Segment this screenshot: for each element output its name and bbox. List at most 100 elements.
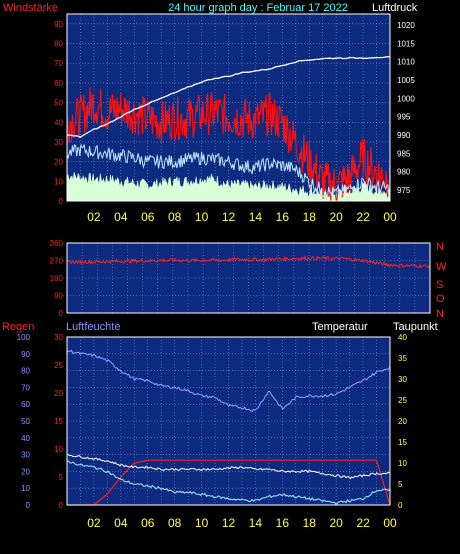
wind-x-tick-label: 22	[356, 210, 370, 224]
humidity-y-tick-label: 70	[21, 383, 30, 392]
wind-y-tick-label: 40	[54, 118, 63, 127]
humidity-y-tick-label: 20	[21, 467, 30, 476]
wind-x-tick-label: 20	[329, 210, 343, 224]
direction-y-tick-label: 270	[50, 257, 64, 266]
temperature-y-tick-label: 25	[398, 396, 407, 405]
humidity-y-tick-label: 80	[21, 367, 30, 376]
wind-x-tick-label: 08	[168, 210, 182, 224]
temperature-y-tick-label: 35	[398, 354, 407, 363]
header-left-label: Windstärke	[3, 2, 58, 14]
wind-y-tick-label: 20	[54, 158, 63, 167]
humidity-y-tick-label: 0	[26, 501, 31, 510]
temperature-y-tick-label: 30	[398, 375, 407, 384]
rain-y-tick-label: 0	[59, 501, 64, 510]
humidity-x-tick-label: 14	[249, 516, 263, 530]
wind-x-tick-label: 00	[383, 210, 397, 224]
humidity-x-tick-label: 04	[114, 516, 128, 530]
humidity-y-tick-label: 60	[21, 400, 30, 409]
wind-pressure-panel: 0102030405060708090975980985990995100010…	[54, 13, 415, 224]
wind-y-tick-label: 50	[54, 99, 63, 108]
pressure-y-tick-label: 1005	[397, 76, 415, 85]
pressure-y-tick-label: 985	[397, 149, 411, 158]
humidity-y-tick-label: 10	[21, 484, 30, 493]
humidity-x-tick-label: 08	[168, 516, 182, 530]
pressure-line	[67, 56, 390, 138]
rain-label: Regen	[2, 321, 34, 333]
rain-y-tick-label: 20	[54, 389, 63, 398]
wind-x-tick-label: 06	[141, 210, 155, 224]
direction-compass-label: N	[436, 241, 444, 253]
temperature-line	[66, 453, 391, 480]
temperature-y-tick-label: 5	[398, 480, 403, 489]
pressure-y-tick-label: 1010	[397, 58, 415, 67]
humidity-border	[66, 336, 391, 506]
pressure-y-tick-label: 1020	[397, 21, 415, 30]
direction-y-tick-label: 360	[50, 239, 64, 248]
header-right-label: Luftdruck	[372, 2, 418, 14]
wind-x-tick-label: 02	[87, 210, 101, 224]
wind-x-tick-label: 14	[249, 210, 263, 224]
humidity-y-tick-label: 100	[17, 333, 31, 342]
direction-line	[66, 255, 431, 269]
pressure-y-tick-label: 1000	[397, 94, 415, 103]
humidity-y-tick-label: 40	[21, 434, 30, 443]
wind-y-tick-label: 90	[54, 20, 63, 29]
humidity-y-tick-label: 90	[21, 350, 30, 359]
humidity-label: Luftfeuchte	[66, 321, 120, 333]
direction-y-tick-label: 180	[50, 274, 64, 283]
humidity-x-tick-label: 16	[276, 516, 290, 530]
pressure-y-tick-label: 980	[397, 168, 411, 177]
direction-compass-label: W	[436, 261, 447, 273]
rain-y-tick-label: 10	[54, 445, 63, 454]
pressure-y-tick-label: 990	[397, 131, 411, 140]
temperature-y-tick-label: 10	[398, 459, 407, 468]
wind-y-tick-label: 80	[54, 40, 63, 49]
temperature-label: Temperatur	[312, 321, 368, 333]
temperature-y-tick-label: 0	[398, 501, 403, 510]
wind-x-tick-label: 16	[276, 210, 290, 224]
humidity-x-tick-label: 10	[195, 516, 209, 530]
direction-compass-label: S	[436, 279, 443, 291]
rain-y-tick-label: 15	[54, 417, 63, 426]
temperature-y-tick-label: 15	[398, 438, 407, 447]
temperature-y-tick-label: 40	[398, 333, 407, 342]
humidity-x-tick-label: 18	[303, 516, 317, 530]
pressure-y-tick-label: 995	[397, 113, 411, 122]
wind-x-tick-label: 18	[303, 210, 317, 224]
humidity-x-tick-label: 22	[356, 516, 370, 530]
humidity-temperature-panel: 0102030405060708090100051015202530051015…	[17, 333, 408, 530]
wind-y-tick-label: 0	[59, 197, 64, 206]
humidity-x-tick-label: 02	[87, 516, 101, 530]
header-title: 24 hour graph day : Februar 17 2022	[168, 2, 348, 14]
wind-avg-line	[66, 144, 391, 199]
wind-y-tick-label: 10	[54, 177, 63, 186]
wind-gust-line	[66, 87, 391, 202]
dewpoint-line	[66, 460, 391, 505]
humidity-line	[66, 349, 391, 413]
wind-y-tick-label: 70	[54, 59, 63, 68]
direction-compass-label: N	[436, 308, 444, 320]
direction-compass-label: O	[436, 293, 445, 305]
rain-y-tick-label: 25	[54, 361, 63, 370]
rain-y-tick-label: 5	[59, 473, 64, 482]
humidity-x-tick-label: 12	[222, 516, 236, 530]
wind-x-tick-label: 12	[222, 210, 236, 224]
wind-x-tick-label: 04	[114, 210, 128, 224]
wind-x-tick-label: 10	[195, 210, 209, 224]
humidity-x-tick-label: 00	[383, 516, 397, 530]
rain-y-tick-label: 30	[54, 333, 63, 342]
humidity-x-tick-label: 20	[329, 516, 343, 530]
humidity-x-tick-label: 06	[141, 516, 155, 530]
pressure-y-tick-label: 975	[397, 186, 411, 195]
humidity-y-tick-label: 50	[21, 417, 30, 426]
pressure-y-tick-label: 1015	[397, 39, 415, 48]
direction-y-tick-label: 0	[59, 309, 64, 318]
direction-border	[66, 242, 431, 314]
dewpoint-label: Taupunkt	[393, 321, 438, 333]
wind-y-tick-label: 60	[54, 79, 63, 88]
wind-y-tick-label: 30	[54, 138, 63, 147]
humidity-y-tick-label: 30	[21, 451, 30, 460]
rain-line	[67, 459, 391, 506]
